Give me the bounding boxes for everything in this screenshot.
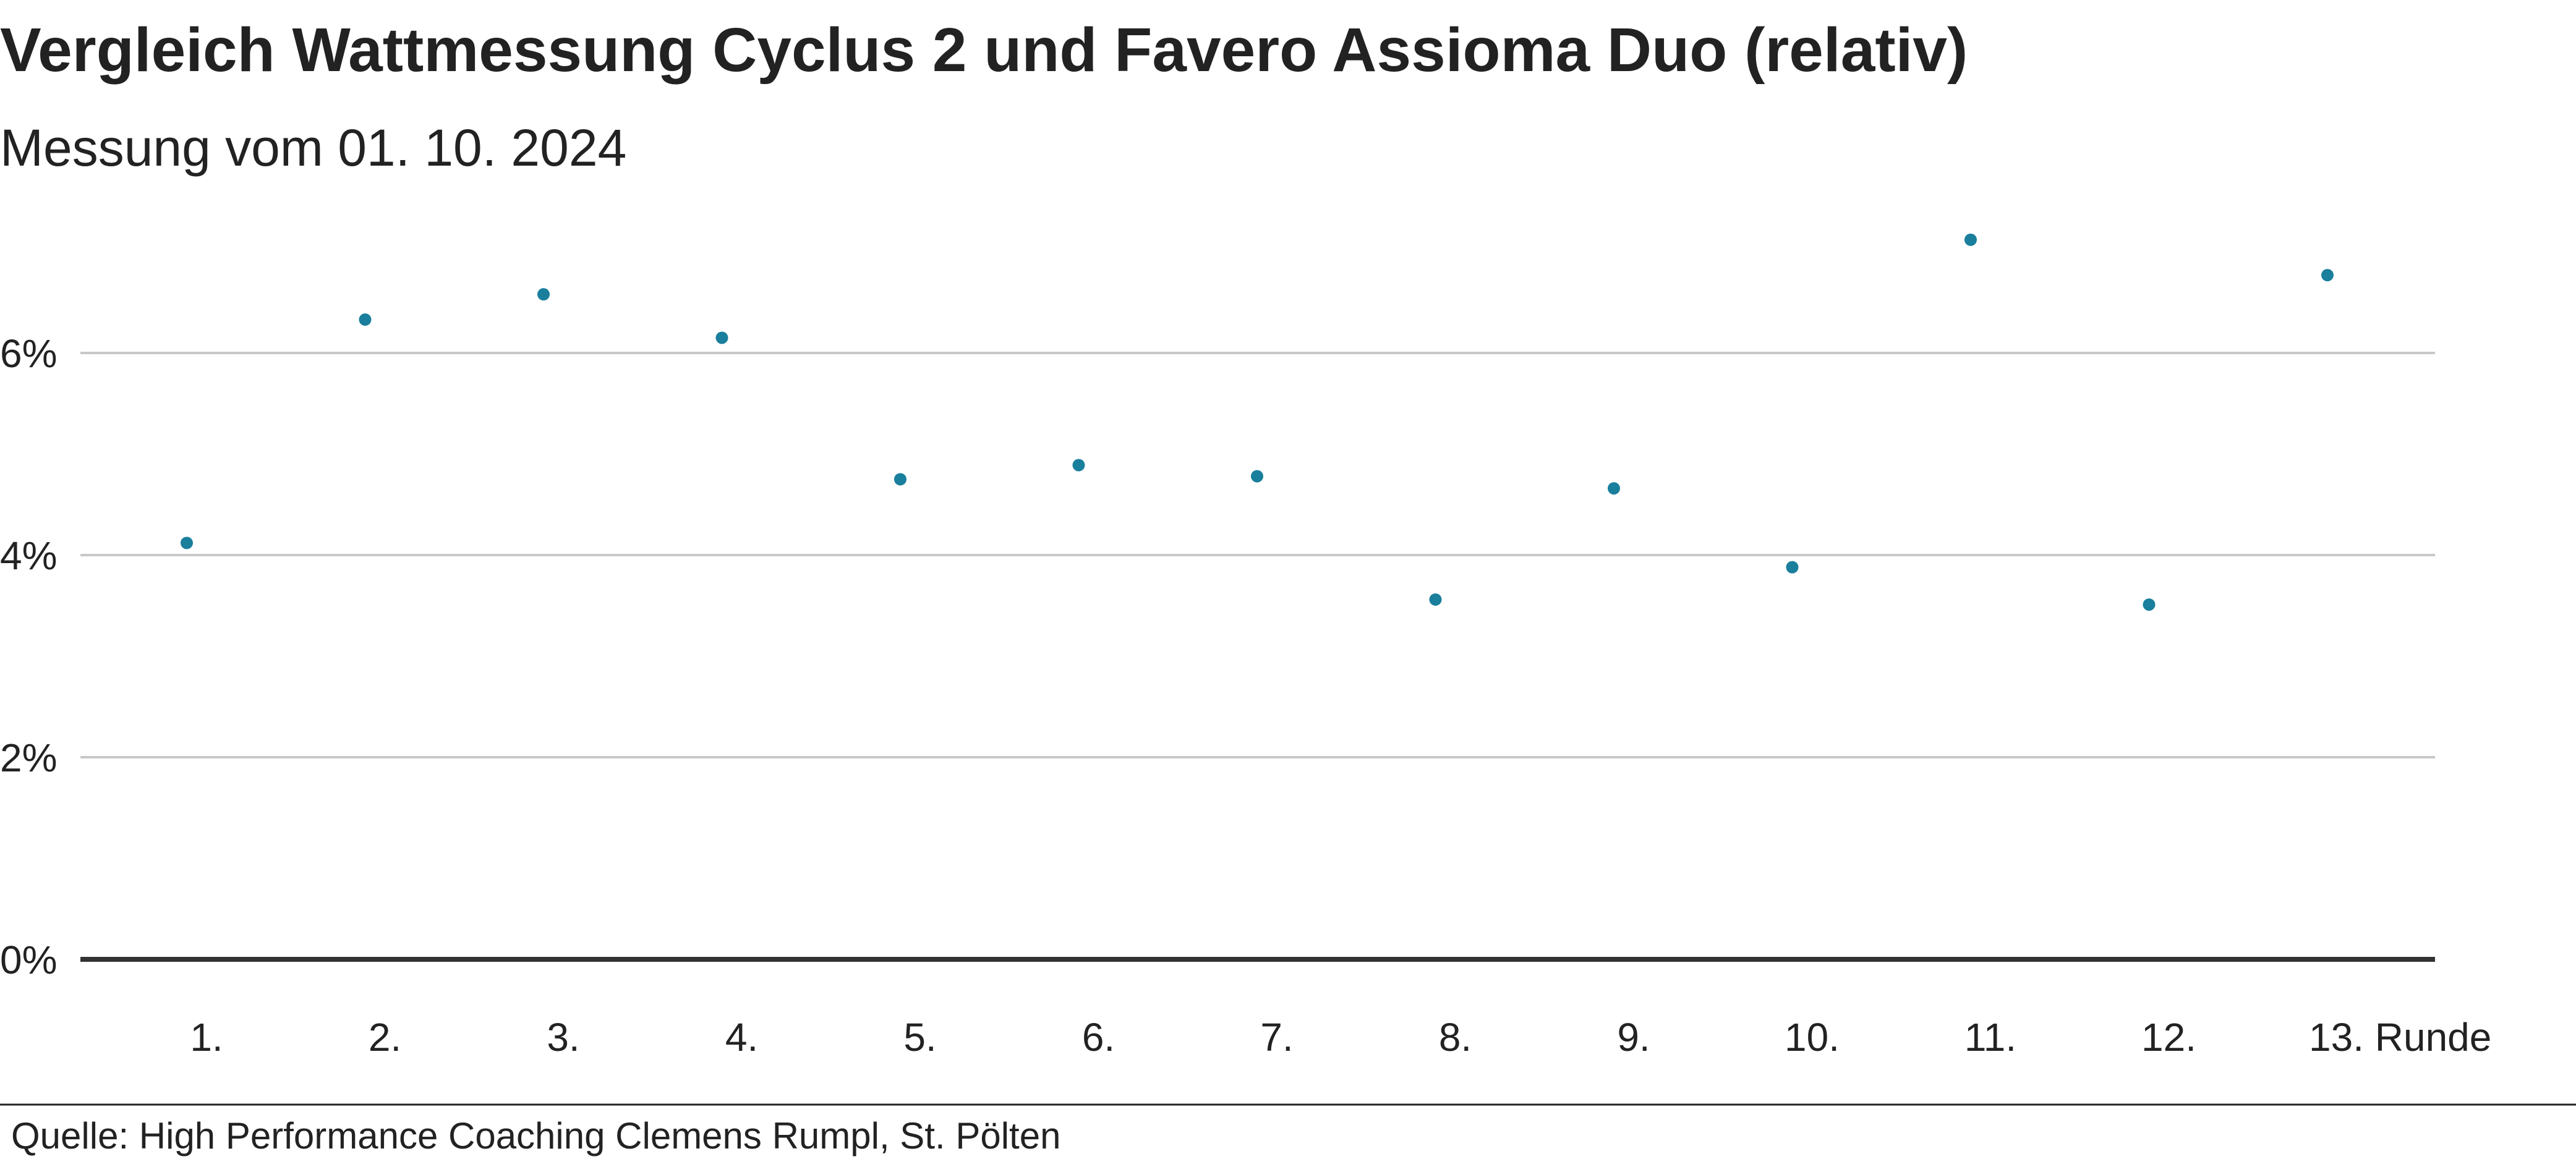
data-point: [1072, 459, 1085, 472]
data-point: [894, 473, 906, 486]
data-point: [181, 537, 193, 550]
x-tick-label: 9.: [1617, 1015, 1650, 1059]
y-axis-tick-labels: 0% 2% 4% 6%: [0, 331, 58, 982]
x-tick-label: 12.: [2141, 1015, 2196, 1059]
x-tick-label: 2.: [369, 1015, 401, 1059]
data-point: [2143, 598, 2156, 611]
chart-title: Vergleich Wattmessung Cyclus 2 und Faver…: [0, 15, 1968, 85]
x-tick-label: 11.: [1964, 1015, 2016, 1059]
x-tick-label: 13. Runde: [2309, 1015, 2491, 1059]
data-points: [181, 233, 2334, 611]
x-tick-label: 7.: [1260, 1015, 1293, 1059]
x-tick-label: 5.: [903, 1015, 936, 1059]
data-point: [1964, 233, 1977, 246]
x-tick-label: 6.: [1082, 1015, 1115, 1059]
data-point: [715, 331, 728, 344]
x-tick-label: 10.: [1785, 1015, 1840, 1059]
data-point: [1429, 593, 1442, 606]
chart-source: Quelle: High Performance Coaching Clemen…: [11, 1115, 1060, 1157]
data-point: [1786, 561, 1799, 574]
data-point: [359, 313, 372, 326]
chart-subtitle: Messung vom 01. 10. 2024: [0, 119, 626, 177]
data-point: [1608, 482, 1620, 495]
x-tick-label: 4.: [725, 1015, 758, 1059]
y-tick-label: 6%: [0, 331, 58, 376]
gridlines: [80, 352, 2435, 758]
x-tick-label: 3.: [547, 1015, 579, 1059]
y-tick-label: 4%: [0, 533, 58, 578]
y-tick-label: 0%: [0, 938, 58, 982]
data-point: [1251, 470, 1263, 483]
data-point: [2321, 269, 2334, 282]
y-tick-label: 2%: [0, 736, 58, 780]
x-tick-label: 1.: [190, 1015, 223, 1059]
x-tick-label: 8.: [1439, 1015, 1472, 1059]
data-point: [537, 288, 550, 301]
x-axis-tick-labels: 1. 2. 3. 4. 5. 6. 7. 8. 9. 10. 11. 12. 13. Runde: [190, 1015, 2491, 1059]
